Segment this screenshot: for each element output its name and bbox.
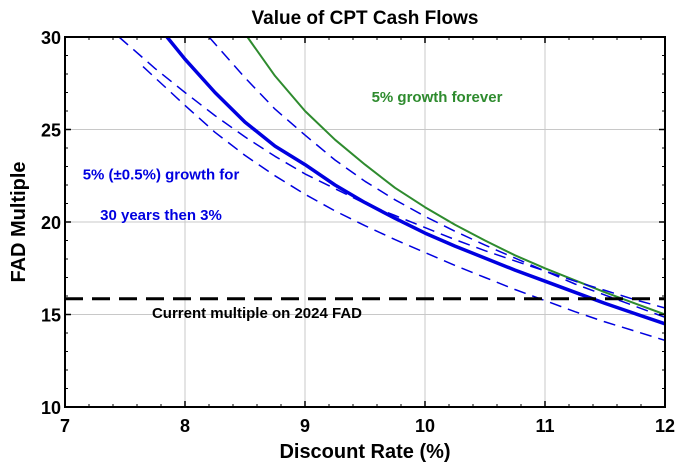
- x-tick-label: 8: [180, 416, 190, 436]
- annotation-1: 5% (±0.5%) growth for: [83, 166, 240, 183]
- series-line-4: [142, 66, 666, 342]
- y-tick-label: 30: [41, 28, 61, 48]
- ticks: 7 8 9 10 11 12 10 15 20 25 30: [41, 28, 675, 436]
- annotation-2: 30 years then 3%: [100, 207, 222, 224]
- series-line-3: [208, 36, 666, 319]
- x-axis-label: Discount Rate (%): [279, 441, 450, 463]
- y-axis-label: FAD Multiple: [8, 161, 30, 282]
- y-tick-label: 15: [41, 306, 61, 326]
- series-line-1: [165, 35, 666, 326]
- series-line-2: [118, 36, 666, 309]
- y-tick-label: 25: [41, 121, 61, 141]
- series-line-0: [246, 36, 666, 316]
- series-group: [65, 35, 666, 342]
- chart-title: Value of CPT Cash Flows: [252, 8, 479, 29]
- annotation-3: Current multiple on 2024 FAD: [152, 305, 362, 322]
- x-tick-label: 9: [300, 416, 310, 436]
- annotation-0: 5% growth forever: [372, 89, 503, 106]
- y-tick-label: 20: [41, 213, 61, 233]
- x-tick-label: 7: [60, 416, 70, 436]
- annotations: 5% growth forever 5% (±0.5%) growth for 30…: [83, 89, 503, 322]
- x-tick-label: 12: [655, 416, 675, 436]
- x-tick-label: 11: [535, 416, 554, 436]
- y-tick-label: 10: [41, 398, 61, 418]
- x-tick-label: 10: [415, 416, 435, 436]
